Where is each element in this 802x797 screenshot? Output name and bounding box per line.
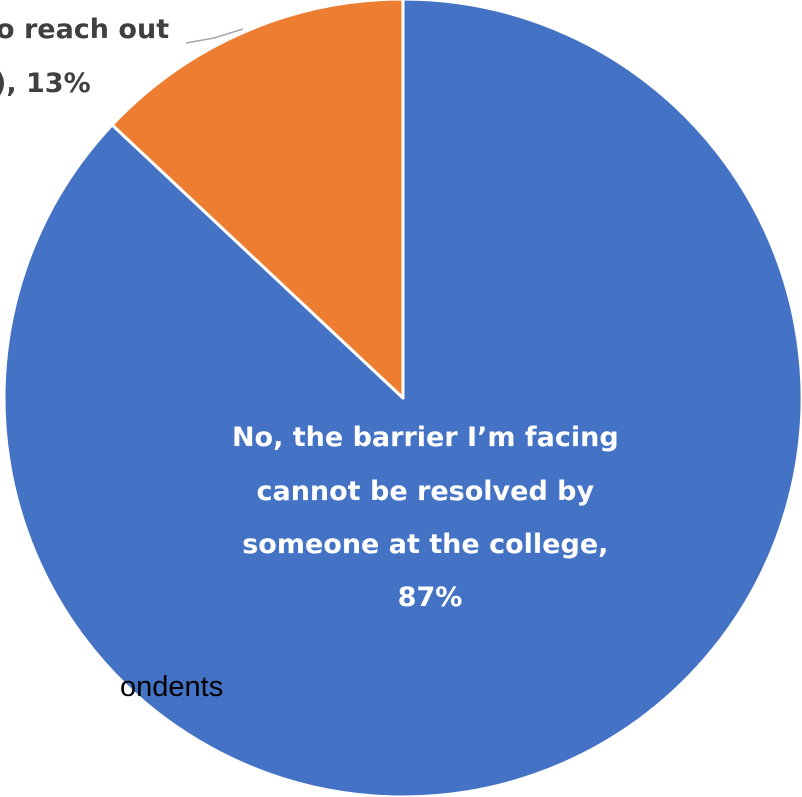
slice-label-yes: o reach out ), 13% [0, 14, 179, 99]
pie-slice-yes [110, 0, 405, 400]
footnote-text: ondents [120, 671, 223, 703]
leader-line [185, 28, 244, 44]
slice-label-no-line-2: cannot be resolved by [256, 476, 594, 507]
slice-label-no-line-3: someone at the college, [242, 529, 608, 560]
slice-label-yes-line-1: o reach out [0, 14, 169, 45]
slice-label-no-line-1: No, the barrier I’m facing [232, 422, 619, 453]
slice-label-no: No, the barrier I’m facing cannot be res… [232, 422, 628, 613]
slice-label-yes-line-2: ), 13% [0, 68, 91, 99]
slice-label-no-line-4: 87% [398, 582, 463, 613]
